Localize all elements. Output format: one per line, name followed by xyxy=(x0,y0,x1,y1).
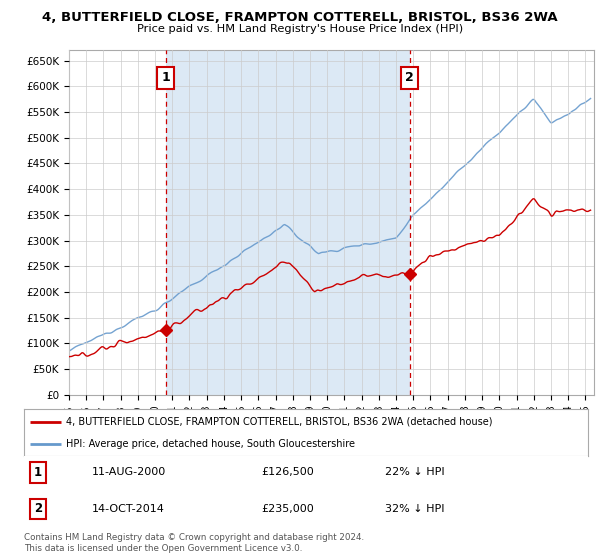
Text: 2: 2 xyxy=(34,502,42,515)
Text: 22% ↓ HPI: 22% ↓ HPI xyxy=(385,468,445,478)
Text: 14-OCT-2014: 14-OCT-2014 xyxy=(92,504,164,514)
Text: £126,500: £126,500 xyxy=(261,468,314,478)
Text: HPI: Average price, detached house, South Gloucestershire: HPI: Average price, detached house, Sout… xyxy=(66,438,355,449)
Text: Price paid vs. HM Land Registry's House Price Index (HPI): Price paid vs. HM Land Registry's House … xyxy=(137,24,463,34)
Text: £235,000: £235,000 xyxy=(261,504,314,514)
Text: 4, BUTTERFIELD CLOSE, FRAMPTON COTTERELL, BRISTOL, BS36 2WA: 4, BUTTERFIELD CLOSE, FRAMPTON COTTERELL… xyxy=(42,11,558,24)
Bar xyxy=(166,50,410,395)
Text: 4, BUTTERFIELD CLOSE, FRAMPTON COTTERELL, BRISTOL, BS36 2WA (detached house): 4, BUTTERFIELD CLOSE, FRAMPTON COTTERELL… xyxy=(66,417,493,427)
Text: 2: 2 xyxy=(405,72,414,85)
Text: 1: 1 xyxy=(161,72,170,85)
Text: 11-AUG-2000: 11-AUG-2000 xyxy=(92,468,166,478)
Text: 32% ↓ HPI: 32% ↓ HPI xyxy=(385,504,445,514)
Text: Contains HM Land Registry data © Crown copyright and database right 2024.
This d: Contains HM Land Registry data © Crown c… xyxy=(24,533,364,553)
Text: 1: 1 xyxy=(34,466,42,479)
